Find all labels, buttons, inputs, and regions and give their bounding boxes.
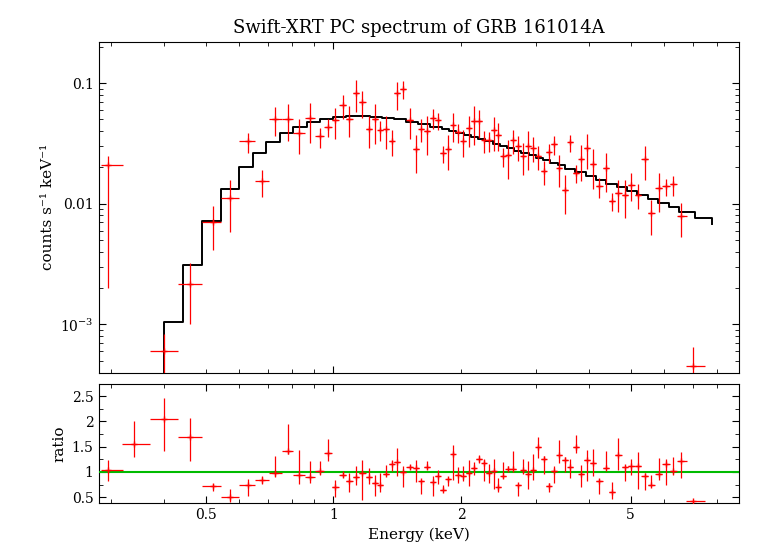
- Y-axis label: counts s⁻¹ keV⁻¹: counts s⁻¹ keV⁻¹: [41, 144, 55, 270]
- Title: Swift-XRT PC spectrum of GRB 161014A: Swift-XRT PC spectrum of GRB 161014A: [233, 19, 605, 37]
- X-axis label: Energy (keV): Energy (keV): [368, 528, 470, 542]
- Y-axis label: ratio: ratio: [52, 425, 66, 461]
